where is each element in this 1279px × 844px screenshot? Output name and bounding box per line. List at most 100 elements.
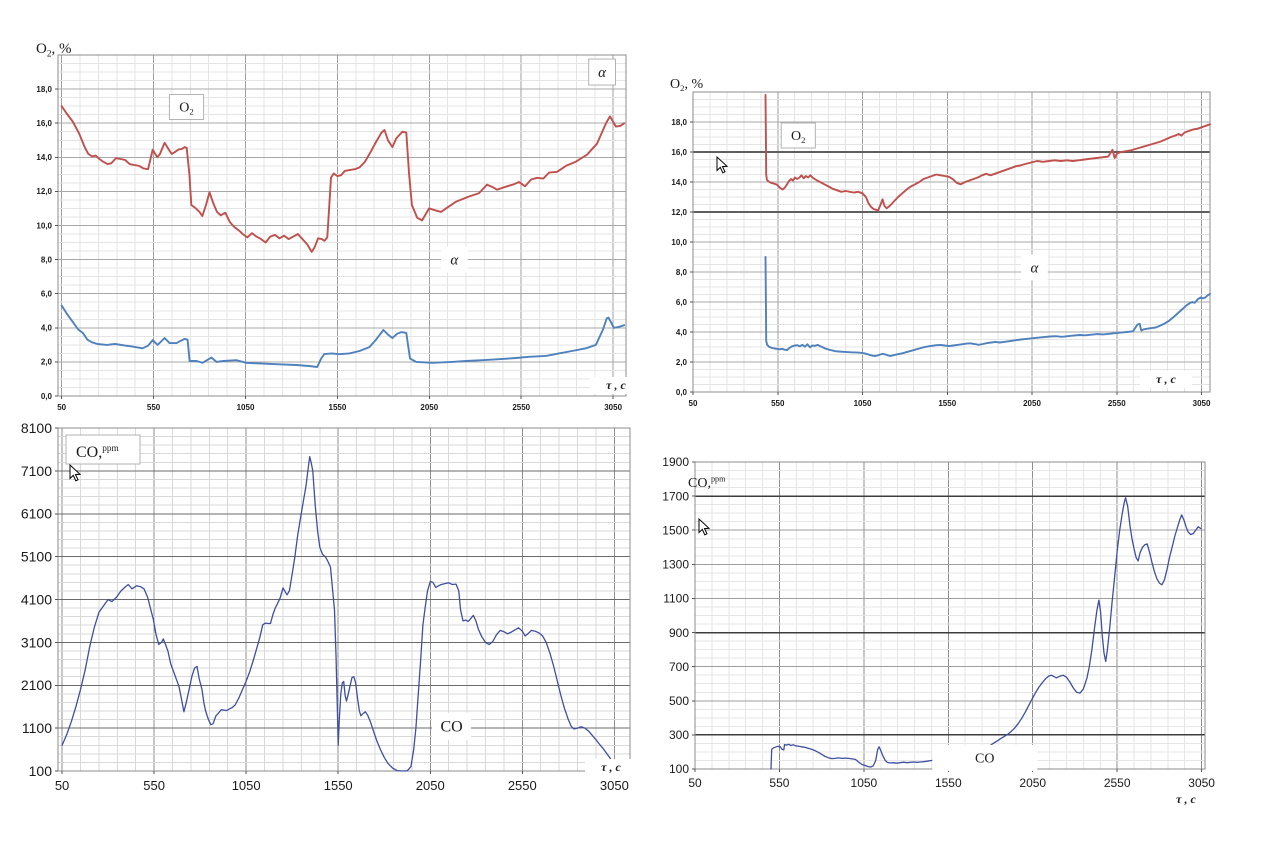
x-axis: 50 550 1050 1550 2050 2550 3050 [57,396,623,412]
y-axis-title: O2, % [36,41,72,59]
x-tick-label: 50 [55,778,69,793]
y-axis: 18,0 16,0 14,0 12,0 10,0 8,0 6,0 4,0 2,0 0,0 [36,85,58,401]
y-axis-title: O2, % [670,77,703,93]
y-tick-label: 100 [669,762,689,776]
chart-o2-alpha-right: 50 550 1050 1550 2050 2550 3050 18,0 16,0 14,0 12,… [670,77,1211,408]
x-tick-label: 50 [57,403,66,412]
y-tick-label: 6100 [21,506,52,522]
y-tick-label: 10,0 [671,238,687,247]
y-tick-label: 8,0 [41,255,53,264]
series-annotation-label: CO [975,752,994,767]
x-tick-label: 2550 [512,403,530,412]
y-tick-label: 8,0 [676,268,688,277]
y-tick-label: 14,0 [36,153,52,162]
x-tick-label: 1550 [324,778,353,793]
axis-title-box [65,434,141,465]
gridlines [58,427,630,772]
x-axis: 50 550 1050 1550 2050 2550 3050 [689,392,1211,408]
x-axis-title-box [585,759,637,776]
y-tick-label: 1100 [663,592,689,606]
x-axis-title: τ , c [606,378,626,392]
y-tick-label: 1900 [662,455,689,469]
gridlines [694,461,1205,770]
x-tick-label: 3050 [604,403,622,412]
y-tick-label: 2100 [21,677,52,693]
x-axis-title: τ , c [1156,372,1176,386]
y-tick-label: 100 [29,763,53,779]
x-tick-label: 1050 [237,403,255,412]
y-tick-label: 900 [669,626,689,640]
x-tick-label: 2550 [1104,776,1131,790]
y-tick-label: 2,0 [41,358,53,367]
y-tick-label: 7100 [21,463,52,479]
x-tick-label: 3050 [600,778,629,793]
series-O2-line [60,105,626,253]
x-tick-label: 1050 [854,399,872,408]
annotation-box [588,58,617,86]
y-tick-label: 500 [669,694,689,708]
y-tick-label: 3100 [21,634,52,650]
series-annotation-label: O2 [791,129,805,145]
x-tick-label: 2550 [508,778,537,793]
y-tick-label: 4100 [21,591,52,607]
y-tick-label: 700 [669,660,689,674]
gridlines [58,54,626,397]
x-tick-label: 1550 [938,399,956,408]
x-axis-title-box [1160,791,1212,808]
x-tick-label: 3050 [1193,399,1211,408]
y-tick-label: 1700 [662,489,689,503]
y-tick-label: 1500 [662,523,689,537]
x-tick-label: 550 [771,399,785,408]
x-tick-label: 550 [143,778,165,793]
annotation-box [932,744,1038,771]
annotation-box [780,122,816,149]
x-tick-label: 1550 [935,776,962,790]
y-tick-label: 0,0 [41,392,53,401]
y-tick-label: 1300 [662,558,689,572]
y-tick-label: 2,0 [676,358,688,367]
series-annotation-label: α [598,65,607,81]
x-tick-label: 2050 [1019,776,1046,790]
x-axis-title-box [1140,371,1192,388]
y-tick-label: 12,0 [671,208,687,217]
y-tick-label: 10,0 [36,221,52,230]
y-axis: 18,0 16,0 14,0 12,0 10,0 8,0 6,0 4,0 2,0 0,0 [671,118,693,397]
y-tick-label: 6,0 [676,298,688,307]
y-tick-label: 5100 [21,549,52,565]
y-tick-label: 18,0 [36,85,52,94]
y-tick-label: 6,0 [41,290,53,299]
x-tick-label: 2050 [420,403,438,412]
y-axis: 1900 1700 1500 1300 1100 900 700 500 300 100 [662,455,695,776]
mouse-cursor-icon [716,155,729,174]
chart-o2-alpha-left: 50 550 1050 1550 2050 2550 3050 18,0 16,0 14,0 12,… [36,41,642,412]
chart-co-left: 50 550 1050 1550 2050 2550 3050 8100 7100 6100 510… [21,420,637,793]
x-axis-title: τ , c [601,760,621,774]
series-CO-line [770,497,1202,770]
y-tick-label: 14,0 [671,178,687,187]
x-axis: 50 550 1050 1550 2050 2550 3050 [688,769,1215,790]
annotation-box [168,94,205,121]
series-annotation-label: α [1030,260,1039,276]
series-annotation-label: CO [440,719,462,736]
y-axis: 8100 7100 6100 5100 4100 3100 2100 1100 100 [21,420,58,779]
annotation-box [440,246,468,273]
annotation-box [432,712,472,740]
x-tick-label: 50 [689,399,698,408]
y-tick-label: 12,0 [36,187,52,196]
y-tick-label: 4,0 [676,328,688,337]
series-alpha-line [764,256,1211,357]
mouse-cursor-icon [69,463,82,482]
y-tick-label: 300 [669,728,689,742]
x-tick-label: 2550 [1108,399,1126,408]
x-axis-title-box [590,377,642,394]
x-tick-label: 1550 [329,403,347,412]
y-tick-label: 1100 [22,720,52,736]
series-annotation-label: O2 [179,101,193,117]
y-axis-title: CO,ppm [688,475,726,491]
y-tick-label: 8100 [21,420,52,436]
series-alpha-line [60,304,626,368]
x-tick-label: 1050 [232,778,261,793]
x-tick-label: 2050 [416,778,445,793]
